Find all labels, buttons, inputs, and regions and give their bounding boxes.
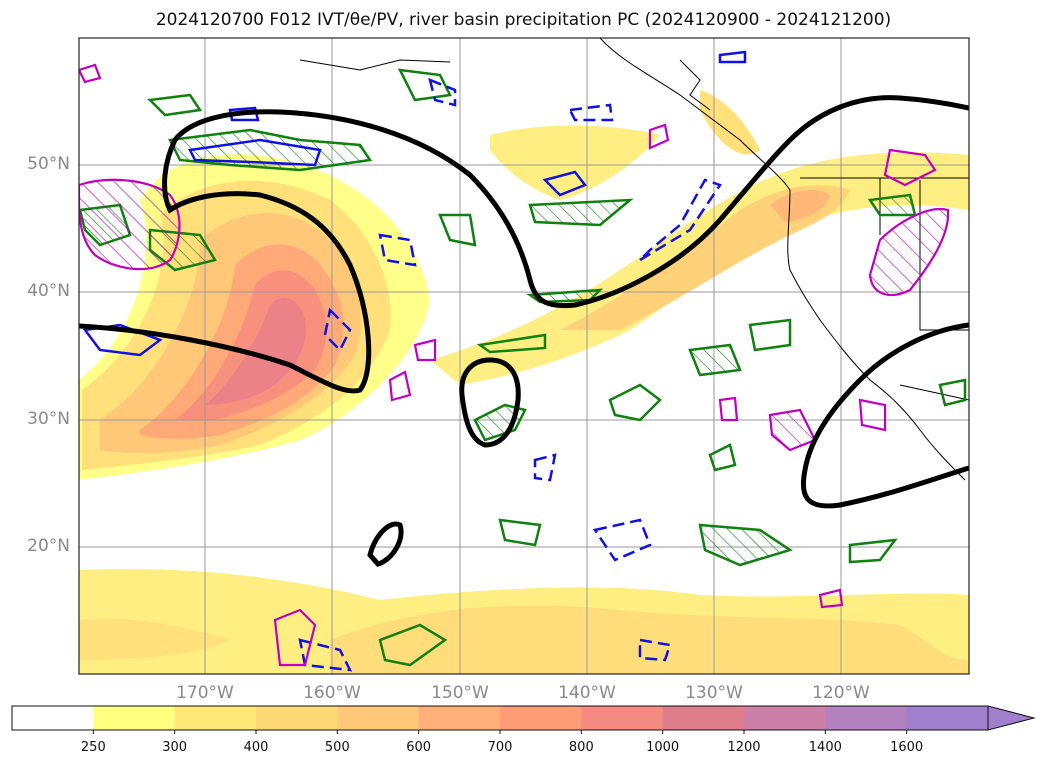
lon-label-170w: 170°W [176,683,234,703]
colorbar-cell [825,706,908,730]
lon-label-120w: 120°W [812,683,870,703]
colorbar-cell [174,706,257,730]
colorbar-cell [744,706,826,730]
lat-label-20n: 20°N [27,536,70,556]
colorbar-cell [581,706,664,730]
colorbar-cell [12,706,94,730]
colorbar-cell [906,706,989,730]
colorbar [11,705,1036,734]
lon-label-130w: 130°W [685,683,743,703]
lon-label-140w: 140°W [558,683,616,703]
black-contours [79,95,969,567]
lat-label-40n: 40°N [27,281,70,301]
colorbar-tick-label: 1600 [890,740,924,755]
colorbar-tick-label: 1000 [646,740,680,755]
colorbar-tick-label: 800 [568,740,594,755]
colorbar-cell [662,706,745,730]
lon-label-150w: 150°W [431,683,489,703]
lat-label-50n: 50°N [27,154,70,174]
colorbar-cell [418,706,501,730]
colorbar-tick-label: 250 [80,740,106,755]
colorbar-tick-label: 500 [324,740,350,755]
colorbar-cell [93,706,176,730]
map-title: 2024120700 F012 IVT/θe/PV, river basin p… [155,10,892,30]
colorbar-extend-arrow [987,705,1036,731]
map-frame [78,37,970,675]
colorbar-tick-label: 700 [487,740,513,755]
colorbar-tick-label: 400 [243,740,269,755]
lat-label-30n: 30°N [27,409,70,429]
lon-label-160w: 160°W [303,683,361,703]
colorbar-tick-label: 1400 [808,740,842,755]
colorbar-cell [337,706,420,730]
colorbar-tick-label: 300 [162,740,188,755]
blue-contours [82,50,747,672]
colorbar-tick-label: 600 [406,740,432,755]
colorbar-cell [500,706,582,730]
magenta-contours [79,63,950,667]
colorbar-cell [256,706,338,730]
colorbar-tick-label: 1200 [727,740,761,755]
